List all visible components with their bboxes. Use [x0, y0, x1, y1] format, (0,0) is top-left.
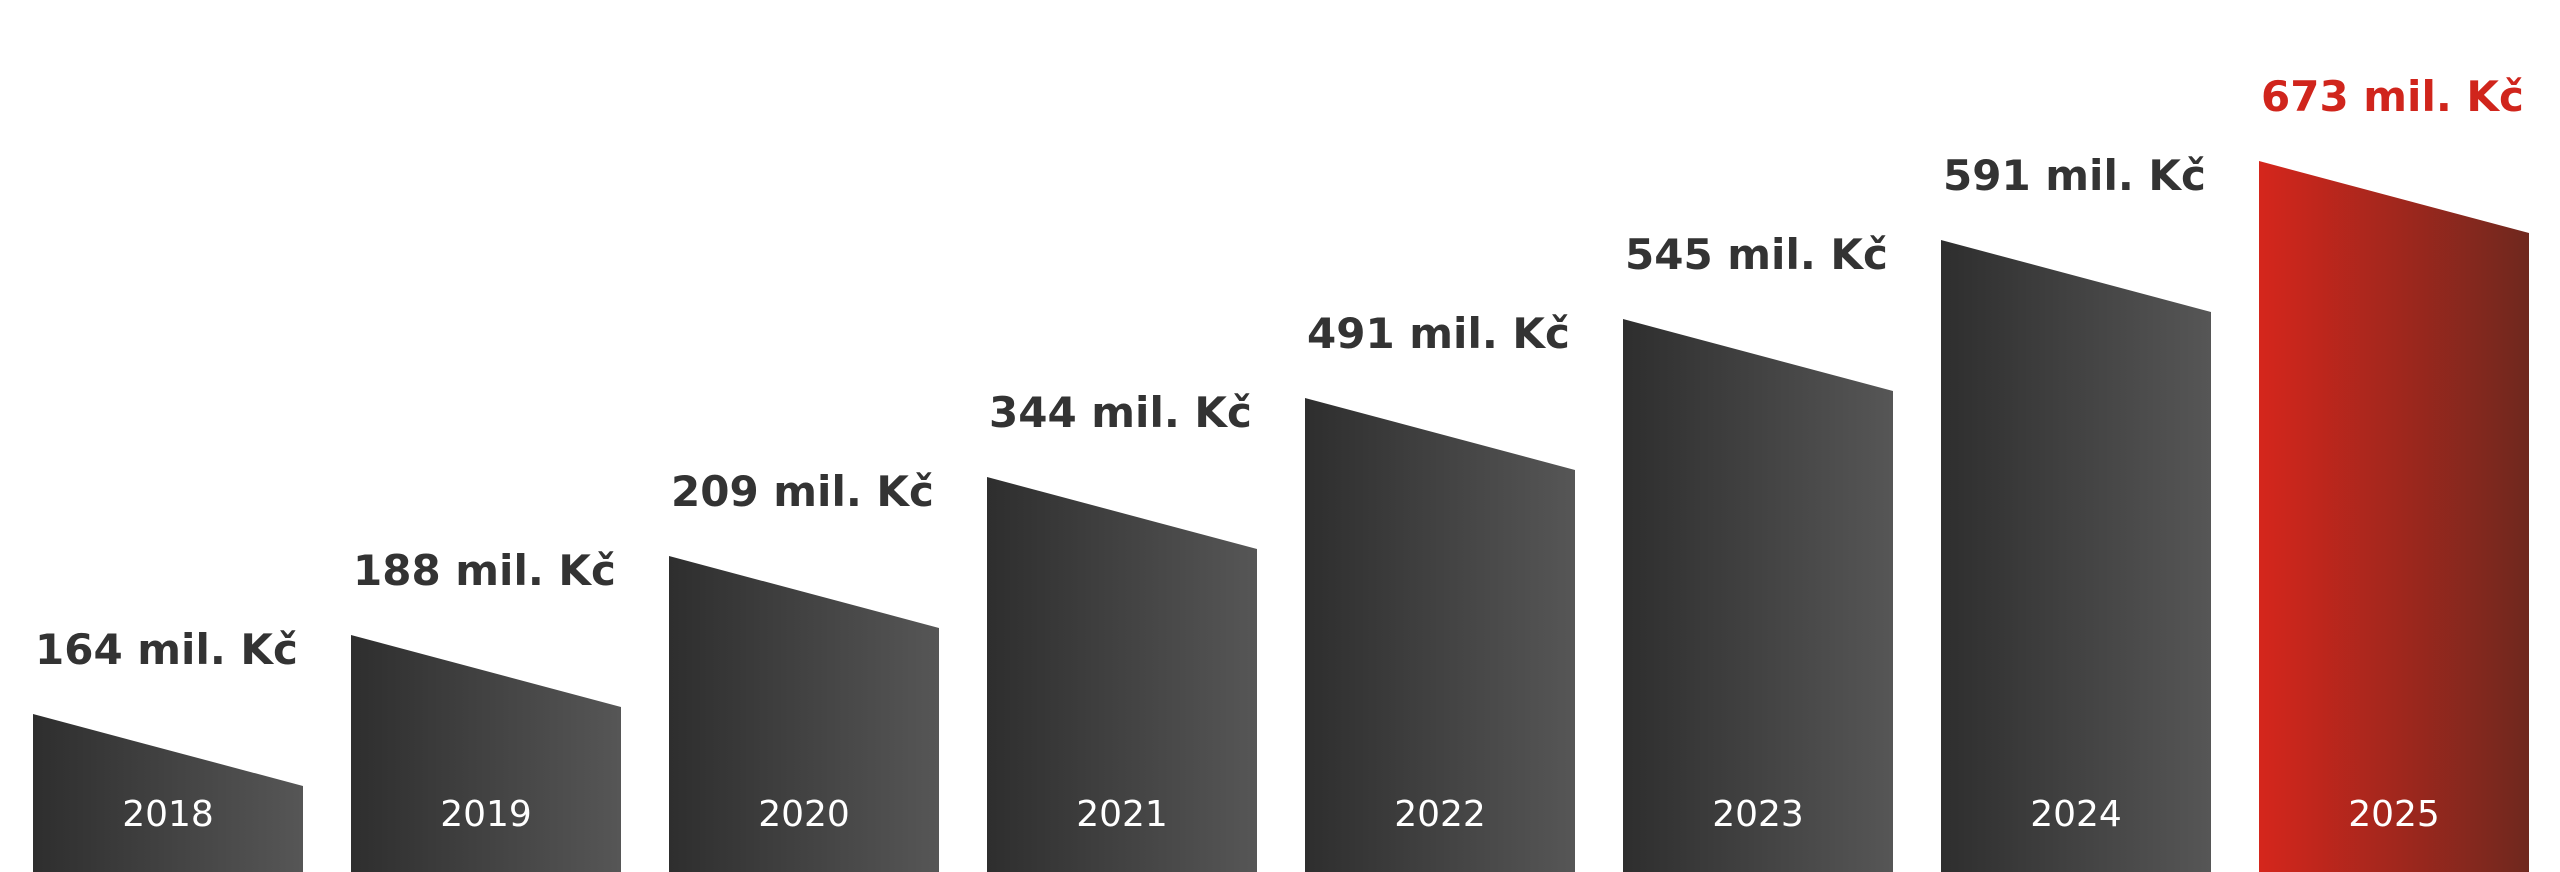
- bar-2023: [1623, 319, 1893, 872]
- category-label-2018: 2018: [122, 794, 214, 835]
- bar-2024: [1941, 240, 2211, 872]
- category-label-2024: 2024: [2030, 794, 2122, 835]
- value-label-2022: 491 mil. Kč: [1307, 309, 1570, 358]
- category-label-2023: 2023: [1712, 794, 1804, 835]
- value-label-2021: 344 mil. Kč: [989, 388, 1252, 437]
- bar-2022: [1305, 398, 1575, 872]
- bar-2020: [669, 556, 939, 872]
- bar-2021: [987, 477, 1257, 872]
- value-label-2025: 673 mil. Kč: [2261, 72, 2524, 121]
- bar-2019: [351, 635, 621, 872]
- labels-layer: 2018 164 mil. Kč 2019 188 mil. Kč 2020 209 mi…: [35, 72, 2524, 835]
- value-label-2020: 209 mil. Kč: [671, 467, 934, 516]
- category-label-2019: 2019: [440, 794, 532, 835]
- category-label-2020: 2020: [758, 794, 850, 835]
- bar-2025: [2259, 161, 2529, 872]
- value-label-2024: 591 mil. Kč: [1943, 151, 2206, 200]
- category-label-2021: 2021: [1076, 794, 1168, 835]
- value-label-2018: 164 mil. Kč: [35, 625, 298, 674]
- bars-layer: [33, 161, 2529, 872]
- value-label-2019: 188 mil. Kč: [353, 546, 616, 595]
- value-label-2023: 545 mil. Kč: [1625, 230, 1888, 279]
- category-label-2022: 2022: [1394, 794, 1486, 835]
- bar-2018: [33, 714, 303, 872]
- category-label-2025: 2025: [2348, 794, 2440, 835]
